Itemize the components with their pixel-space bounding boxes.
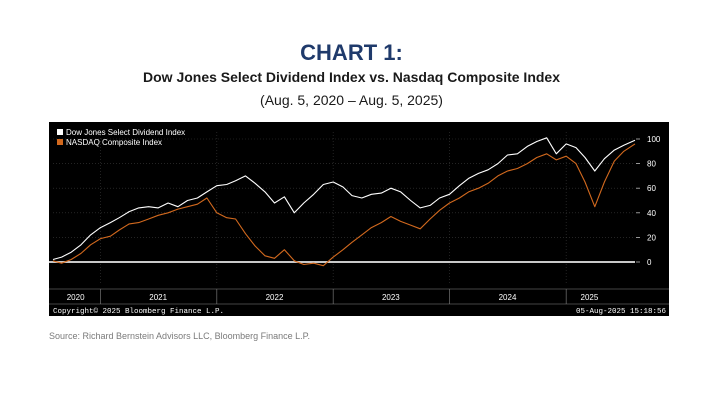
line-chart: 0 20 40 60 80 100 2020 2021 2022 2023 2024 2025 Do…: [49, 128, 669, 316]
y-tick-label-20: 20: [647, 233, 656, 242]
y-tick-label-80: 80: [647, 160, 656, 169]
timestamp-text: 05-Aug-2025 15:18:56: [576, 308, 667, 316]
x-tick-label-2023: 2023: [382, 293, 400, 302]
chart-panel: 0 20 40 60 80 100 2020 2021 2022 2023 2024 2025 Do…: [49, 122, 669, 316]
series-line-nasdaq: [52, 143, 636, 267]
legend-swatch-nasdaq: [57, 139, 63, 145]
legend-label-dividend: Dow Jones Select Dividend Index: [66, 128, 185, 137]
x-axis: 2020 2021 2022 2023 2024 2025: [49, 288, 669, 305]
x-tick-label-2020: 2020: [67, 293, 85, 302]
y-tick-label-100: 100: [647, 135, 661, 144]
y-axis-ticks: 0 20 40 60 80 100: [636, 135, 661, 267]
legend-swatch-dividend: [57, 129, 63, 135]
chart-title: Dow Jones Select Dividend Index vs. Nasd…: [143, 69, 560, 85]
source-note: Source: Richard Bernstein Advisors LLC, …: [49, 331, 310, 341]
x-tick-label-2021: 2021: [149, 293, 167, 302]
y-tick-label-60: 60: [647, 184, 656, 193]
legend-label-nasdaq: NASDAQ Composite Index: [66, 138, 162, 147]
copyright-text: Copyright© 2025 Bloomberg Finance L.P.: [53, 307, 224, 316]
series-line-dividend: [52, 137, 636, 261]
y-tick-label-0: 0: [647, 258, 652, 267]
y-tick-label-40: 40: [647, 209, 656, 218]
chart-subtitle: (Aug. 5, 2020 – Aug. 5, 2025): [260, 92, 443, 108]
x-tick-label-2025: 2025: [581, 293, 599, 302]
x-tick-label-2024: 2024: [499, 293, 517, 302]
series-lines: [52, 137, 636, 267]
legend: Dow Jones Select Dividend Index NASDAQ C…: [57, 128, 185, 147]
x-tick-label-2022: 2022: [266, 293, 284, 302]
grid-lines: [49, 132, 635, 284]
chart-number: CHART 1:: [300, 40, 403, 65]
